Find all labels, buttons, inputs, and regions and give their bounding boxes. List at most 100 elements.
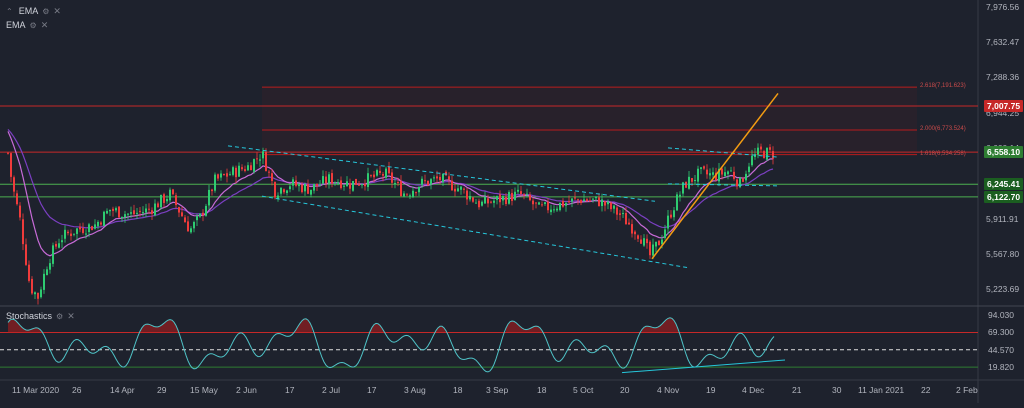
candle-body bbox=[43, 273, 45, 290]
legend-stochastics-label: Stochastics bbox=[6, 311, 53, 321]
candle-body bbox=[484, 196, 486, 204]
legend-ema-2-label: EMA bbox=[6, 20, 26, 30]
candle-body bbox=[211, 189, 213, 192]
candle-body bbox=[334, 182, 336, 184]
legend-ema-2[interactable]: EMA ⚙ ✕ bbox=[6, 18, 48, 32]
candle-body bbox=[406, 194, 408, 196]
candle-body bbox=[745, 173, 747, 181]
candle-body bbox=[718, 168, 720, 182]
candle-body bbox=[196, 216, 198, 221]
candle-body bbox=[58, 243, 60, 248]
candle-body bbox=[55, 243, 57, 247]
candle-body bbox=[127, 213, 129, 215]
legend-ema-1[interactable]: ⌃ EMA ⚙ ✕ bbox=[6, 4, 61, 18]
close-icon[interactable]: ✕ bbox=[53, 5, 61, 16]
stoch-divergence-line bbox=[621, 359, 786, 374]
stoch-tick: 69.300 bbox=[988, 327, 1014, 338]
candle-body bbox=[220, 173, 222, 178]
candle-body bbox=[448, 176, 450, 180]
candle-body bbox=[466, 190, 468, 200]
candle-body bbox=[763, 151, 765, 159]
collapse-icon[interactable]: ⌃ bbox=[6, 6, 13, 16]
time-tick: 14 Apr bbox=[110, 385, 135, 395]
candle-body bbox=[10, 153, 12, 177]
candle-body bbox=[163, 194, 165, 203]
time-tick: 21 bbox=[792, 385, 802, 395]
candle-body bbox=[694, 180, 696, 182]
candle-body bbox=[214, 174, 216, 191]
candle-body bbox=[370, 175, 372, 177]
candle-body bbox=[142, 212, 144, 214]
time-tick: 15 May bbox=[190, 385, 218, 395]
candle-body bbox=[289, 186, 291, 190]
candle-body bbox=[727, 171, 729, 175]
candle-body bbox=[544, 202, 546, 205]
candle-body bbox=[427, 180, 429, 186]
candle-body bbox=[343, 185, 345, 187]
settings-sliders-icon[interactable]: ⚙ bbox=[42, 6, 50, 16]
candle-body bbox=[703, 166, 705, 169]
stoch-k-line bbox=[7, 317, 775, 373]
price-tag: 6,558.10 bbox=[984, 146, 1024, 159]
settings-sliders-icon[interactable]: ⚙ bbox=[29, 20, 37, 30]
channel-line bbox=[227, 145, 656, 202]
candle-body bbox=[742, 178, 744, 182]
candle-body bbox=[364, 183, 366, 187]
price-tag: 6,245.41 bbox=[984, 178, 1024, 191]
candle-body bbox=[250, 165, 252, 171]
candle-body bbox=[7, 152, 9, 154]
close-icon[interactable]: ✕ bbox=[40, 19, 49, 30]
candle-body bbox=[13, 177, 15, 192]
legend-stochastics[interactable]: Stochastics ⚙ ✕ bbox=[6, 309, 75, 323]
candle-body bbox=[340, 180, 342, 189]
candle-body bbox=[559, 202, 561, 211]
candle-body bbox=[421, 178, 423, 185]
candle-body bbox=[514, 191, 516, 200]
stoch-tick: 19.820 bbox=[988, 362, 1014, 373]
candle-body bbox=[676, 194, 678, 211]
candle-body bbox=[601, 199, 603, 207]
candle-body bbox=[418, 186, 420, 193]
time-tick: 18 bbox=[537, 385, 547, 395]
candle-body bbox=[670, 214, 672, 218]
candle-body bbox=[457, 188, 459, 192]
candle-body bbox=[97, 221, 99, 227]
candle-body bbox=[247, 165, 249, 171]
candle-body bbox=[511, 192, 513, 201]
time-tick: 18 bbox=[453, 385, 463, 395]
channel-line bbox=[667, 147, 779, 158]
candle-body bbox=[739, 177, 741, 188]
candle-body bbox=[487, 198, 489, 204]
candle-body bbox=[286, 190, 288, 193]
candle-body bbox=[160, 194, 162, 208]
candle-body bbox=[439, 176, 441, 181]
close-icon[interactable]: ✕ bbox=[67, 310, 75, 321]
candle-body bbox=[268, 171, 270, 173]
candle-body bbox=[451, 180, 453, 191]
candle-body bbox=[256, 158, 258, 160]
candle-body bbox=[148, 208, 150, 210]
candle-body bbox=[463, 188, 465, 190]
candle-body bbox=[235, 167, 237, 178]
candle-body bbox=[769, 147, 771, 150]
candle-body bbox=[712, 172, 714, 175]
candle-body bbox=[109, 209, 111, 212]
candle-body bbox=[634, 231, 636, 235]
candle-body bbox=[52, 245, 54, 264]
candle-body bbox=[40, 289, 42, 298]
candle-body bbox=[37, 292, 39, 299]
candle-body bbox=[424, 180, 426, 182]
candle-body bbox=[379, 170, 381, 173]
candle-body bbox=[496, 196, 498, 200]
time-tick: 4 Nov bbox=[657, 385, 680, 395]
channel-line bbox=[667, 183, 779, 187]
settings-sliders-icon[interactable]: ⚙ bbox=[56, 311, 64, 321]
price-tick: 7,632.47 bbox=[986, 36, 1020, 47]
candle-body bbox=[226, 173, 228, 177]
candle-body bbox=[529, 194, 531, 201]
candle-body bbox=[751, 155, 753, 166]
candle-body bbox=[616, 207, 618, 215]
candle-body bbox=[535, 202, 537, 204]
